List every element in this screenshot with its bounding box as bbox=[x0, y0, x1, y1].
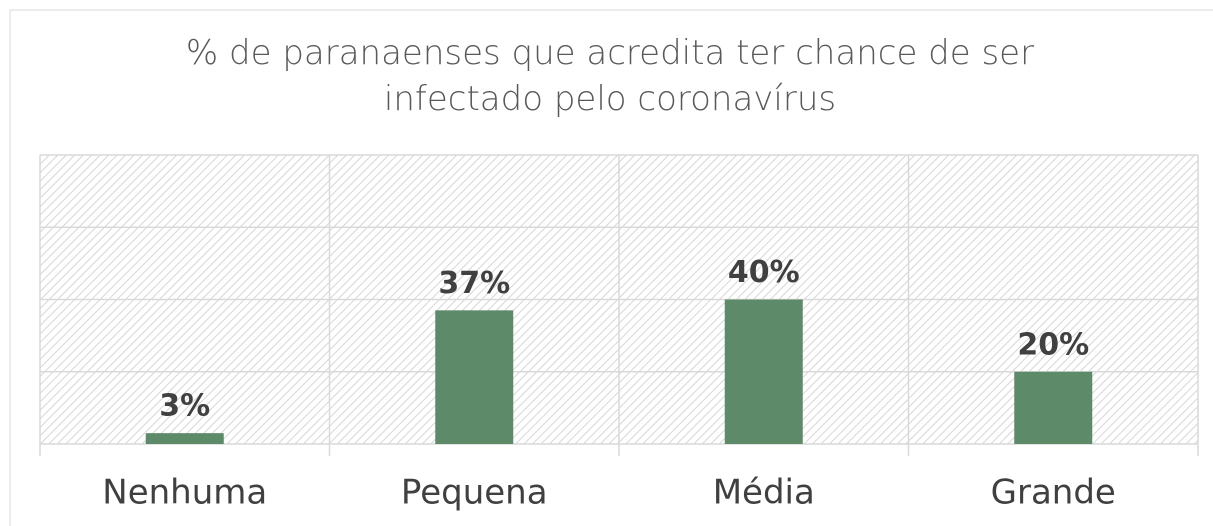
x-tick-label: Nenhuma bbox=[102, 473, 267, 513]
data-label: 3% bbox=[159, 389, 210, 424]
bar bbox=[145, 433, 224, 444]
x-tick-label: Pequena bbox=[401, 473, 548, 513]
bar bbox=[435, 310, 514, 444]
bar bbox=[1014, 371, 1093, 444]
data-label: 20% bbox=[1017, 327, 1089, 362]
x-tick-label: Grande bbox=[991, 473, 1116, 513]
data-label: 37% bbox=[438, 266, 510, 301]
chart-border bbox=[9, 9, 1213, 526]
data-label: 40% bbox=[728, 255, 800, 290]
chart-title: % de paranaenses que acredita ter chance… bbox=[185, 33, 1035, 119]
bar bbox=[724, 299, 803, 444]
x-tick-label: Média bbox=[713, 473, 815, 513]
